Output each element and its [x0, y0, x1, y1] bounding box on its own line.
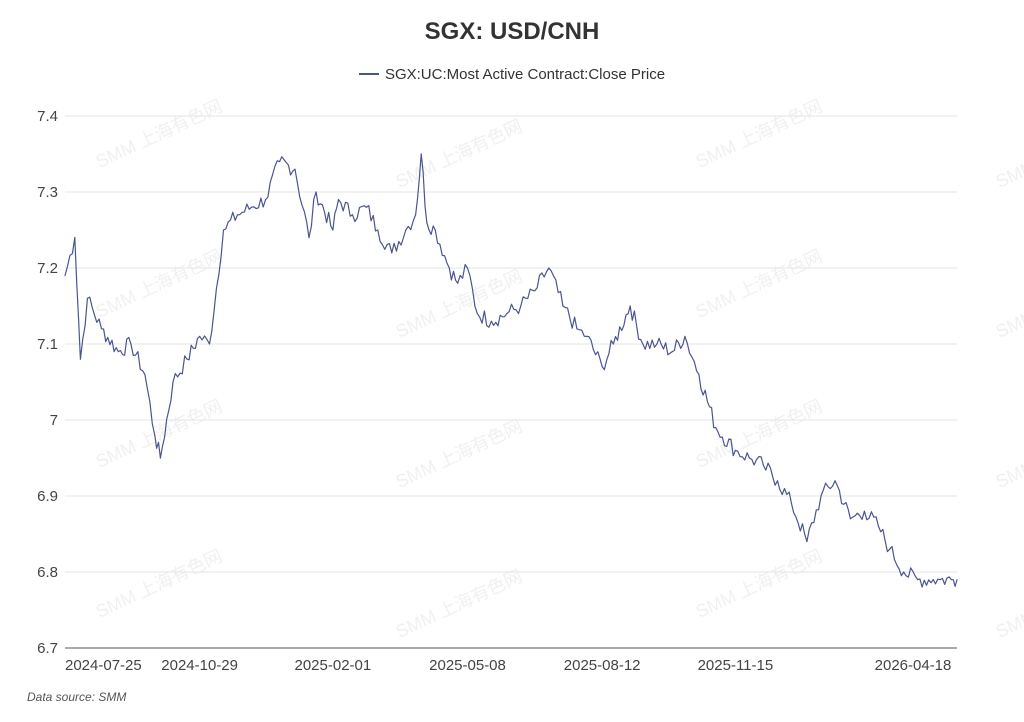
data-point [337, 199, 340, 201]
x-tick-label: 2025-08-12 [564, 657, 641, 674]
data-point [671, 351, 673, 353]
data-point [849, 518, 852, 520]
data-point [391, 252, 393, 254]
data-point [863, 510, 866, 512]
data-point [806, 541, 808, 543]
data-point [250, 206, 253, 208]
x-tick-label: 2025-11-15 [698, 657, 774, 674]
data-point [715, 427, 717, 429]
data-point [534, 290, 536, 292]
data-point [117, 351, 119, 353]
data-point [186, 358, 188, 360]
legend[interactable]: SGX:UC:Most Active Contract:Close Price [0, 62, 1024, 83]
data-point [130, 343, 132, 345]
data-point [208, 343, 211, 345]
data-point [420, 153, 422, 155]
y-tick-label: 6.9 [37, 488, 58, 505]
data-point [562, 305, 564, 307]
data-point [612, 343, 614, 345]
data-point [415, 214, 417, 216]
data-point [520, 305, 522, 307]
data-point [434, 229, 436, 231]
x-tick-label: 2024-10-29 [161, 657, 238, 674]
data-point [332, 229, 334, 231]
data-point [315, 191, 317, 193]
data-point [877, 525, 880, 528]
data-point [74, 237, 76, 239]
series-line [64, 153, 958, 588]
y-tick-label: 7.4 [37, 108, 58, 125]
data-point [79, 358, 82, 360]
data-source-note: Data source: SMM [27, 690, 127, 704]
data-point [222, 229, 225, 231]
data-point [457, 282, 459, 284]
data-point [950, 579, 952, 581]
x-tick-label: 2024-07-25 [65, 657, 142, 674]
data-point [734, 449, 737, 451]
x-tick-label: 2026-04-18 [875, 657, 952, 674]
data-point [448, 267, 450, 269]
data-point [903, 571, 905, 573]
data-point [294, 168, 296, 170]
data-point [351, 214, 354, 216]
data-point [64, 275, 66, 277]
data-point [308, 237, 310, 239]
data-point [939, 579, 941, 581]
data-point [278, 161, 281, 163]
data-point [365, 206, 368, 208]
data-point [466, 267, 469, 269]
data-point [159, 457, 161, 459]
chart-title: SGX: USD/CNH [424, 18, 600, 45]
data-point [154, 434, 156, 436]
data-point [172, 381, 174, 383]
data-point [684, 335, 686, 337]
data-point [776, 480, 779, 482]
data-point [490, 320, 492, 322]
data-point [629, 305, 631, 307]
legend-line-swatch [358, 73, 379, 75]
data-point [956, 579, 958, 581]
data-point [790, 503, 793, 505]
data-point [748, 457, 751, 459]
data-point [656, 343, 658, 345]
x-tick-label: 2025-02-01 [295, 657, 372, 674]
data-point [377, 229, 379, 231]
y-tick-label: 7.3 [37, 184, 58, 201]
data-point [917, 579, 919, 581]
y-tick-label: 6.8 [37, 564, 58, 581]
data-point [889, 548, 891, 550]
data-point [576, 328, 578, 330]
y-tick-label: 6.7 [37, 640, 58, 657]
data-point [476, 313, 478, 315]
x-tick-label: 2025-05-08 [429, 657, 506, 674]
data-point [820, 495, 822, 497]
data-point [834, 480, 836, 482]
data-point [586, 335, 588, 337]
data-point [86, 297, 89, 299]
y-tick-label: 7 [50, 412, 58, 429]
data-point [236, 214, 239, 216]
legend-label: SGX:UC:Most Active Contract:Close Price [384, 65, 666, 83]
data-point [762, 465, 765, 467]
data-point [199, 335, 201, 337]
data-point [405, 229, 407, 231]
data-point [932, 579, 934, 581]
data-point [144, 373, 146, 375]
data-point [548, 267, 550, 269]
y-tick-label: 7.1 [37, 336, 58, 353]
y-tick-label: 7.2 [37, 260, 58, 277]
data-point [642, 343, 644, 345]
data-point [426, 221, 428, 223]
data-point [698, 373, 700, 375]
data-point [601, 366, 603, 368]
data-point [100, 328, 103, 330]
data-point [264, 199, 267, 201]
data-point [506, 313, 508, 315]
